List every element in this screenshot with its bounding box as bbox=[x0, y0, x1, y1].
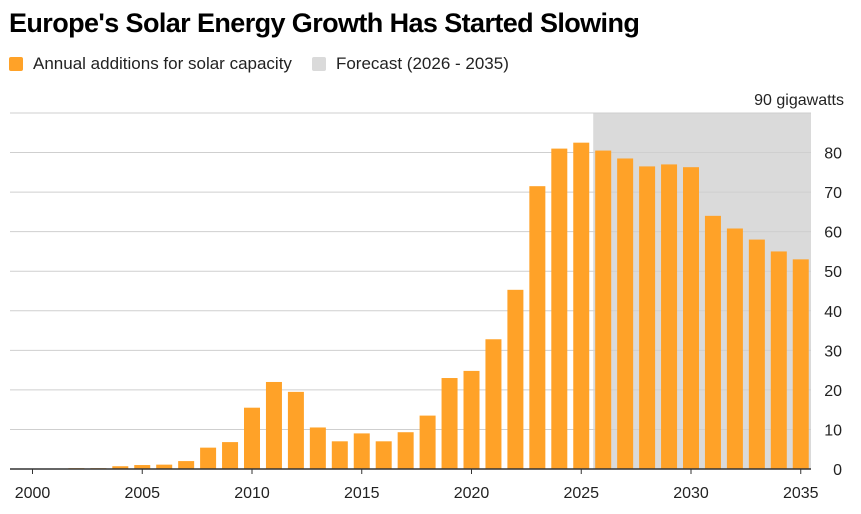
y-tick-label: 70 bbox=[824, 185, 842, 202]
bar bbox=[441, 378, 458, 469]
bar bbox=[639, 166, 656, 469]
bar bbox=[748, 239, 765, 469]
bar bbox=[704, 215, 721, 469]
legend-item-forecast: Forecast (2026 - 2035) bbox=[311, 54, 509, 74]
y-tick-label: 0 bbox=[833, 462, 842, 479]
x-tick-label: 2015 bbox=[344, 485, 380, 502]
bar bbox=[244, 407, 260, 469]
bar bbox=[573, 142, 590, 469]
bar bbox=[770, 251, 787, 469]
legend-label-annual-additions: Annual additions for solar capacity bbox=[33, 54, 292, 73]
legend-item-annual-additions: Annual additions for solar capacity bbox=[9, 54, 292, 74]
bar bbox=[726, 228, 743, 469]
bar bbox=[463, 370, 480, 469]
chart-title: Europe's Solar Energy Growth Has Started… bbox=[9, 8, 640, 38]
bar bbox=[529, 186, 546, 469]
bar bbox=[222, 442, 239, 469]
x-tick-label: 2000 bbox=[15, 485, 51, 502]
bar bbox=[683, 167, 699, 470]
y-tick-label: 20 bbox=[824, 383, 842, 400]
legend: Annual additions for solar capacity Fore… bbox=[9, 54, 529, 74]
bar bbox=[178, 461, 195, 469]
x-tick-label: 2030 bbox=[673, 485, 709, 502]
y-tick-label: 30 bbox=[824, 343, 842, 360]
y-axis-unit-label: 90 gigawatts bbox=[754, 92, 844, 109]
bar bbox=[309, 427, 326, 469]
x-tick-label: 2020 bbox=[454, 485, 490, 502]
x-tick-label: 2035 bbox=[783, 485, 819, 502]
bar bbox=[331, 441, 348, 469]
bar bbox=[792, 259, 809, 469]
bar bbox=[617, 158, 634, 469]
bar bbox=[156, 464, 173, 469]
legend-label-forecast: Forecast (2026 - 2035) bbox=[335, 54, 509, 73]
bar bbox=[353, 433, 370, 469]
legend-swatch-forecast bbox=[311, 57, 326, 71]
legend-swatch-annual-additions bbox=[9, 57, 23, 71]
bar bbox=[551, 148, 568, 469]
bar bbox=[112, 466, 129, 469]
y-tick-label: 60 bbox=[824, 225, 842, 242]
y-tick-label: 50 bbox=[824, 264, 842, 281]
bar bbox=[287, 391, 304, 469]
y-tick-label: 80 bbox=[824, 146, 842, 163]
bar bbox=[397, 432, 414, 469]
y-tick-label: 10 bbox=[824, 422, 842, 439]
bar bbox=[661, 164, 678, 469]
x-tick-label: 2005 bbox=[124, 485, 160, 502]
bar bbox=[419, 415, 436, 469]
bar bbox=[595, 150, 612, 470]
bar bbox=[134, 465, 151, 469]
bar bbox=[265, 381, 282, 469]
bar bbox=[485, 339, 502, 469]
bar bbox=[507, 289, 524, 469]
y-tick-label: 40 bbox=[824, 304, 842, 321]
bar bbox=[200, 447, 217, 469]
x-tick-label: 2010 bbox=[234, 485, 270, 502]
bar bbox=[375, 441, 392, 469]
x-tick-label: 2025 bbox=[563, 485, 599, 502]
